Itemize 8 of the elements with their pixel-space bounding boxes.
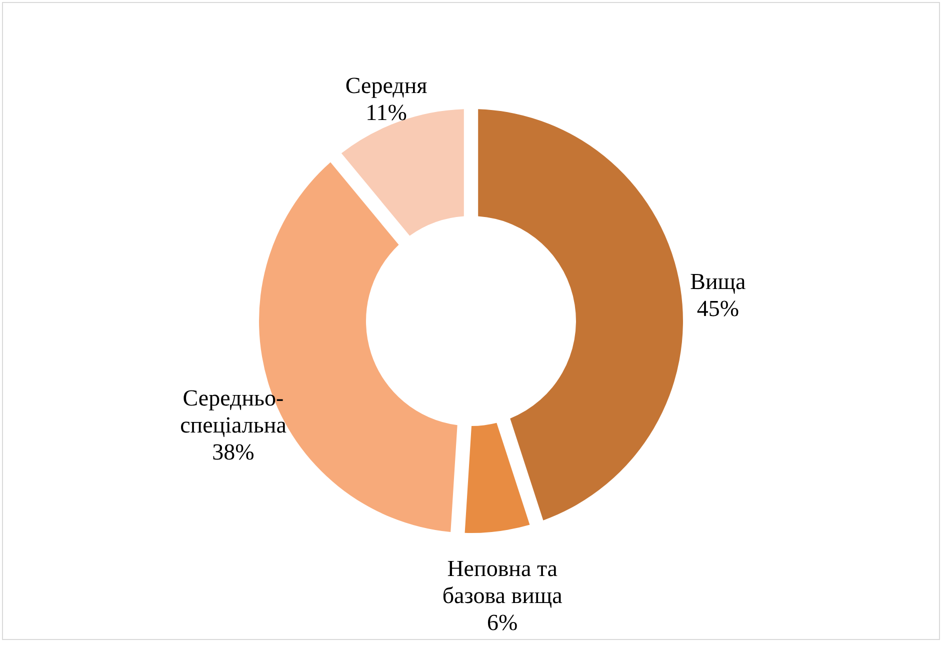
data-label: 45%: [696, 296, 740, 321]
data-label: 6%: [486, 610, 518, 636]
slice-label: Вища: [690, 268, 746, 294]
slice-label: Неповна та базова вища: [442, 556, 562, 608]
slice-label: Середня: [345, 72, 428, 98]
data-label: 38%: [212, 439, 254, 464]
slice-label: Середньо-спеціальна: [180, 385, 286, 438]
data-label: 11%: [366, 100, 407, 125]
